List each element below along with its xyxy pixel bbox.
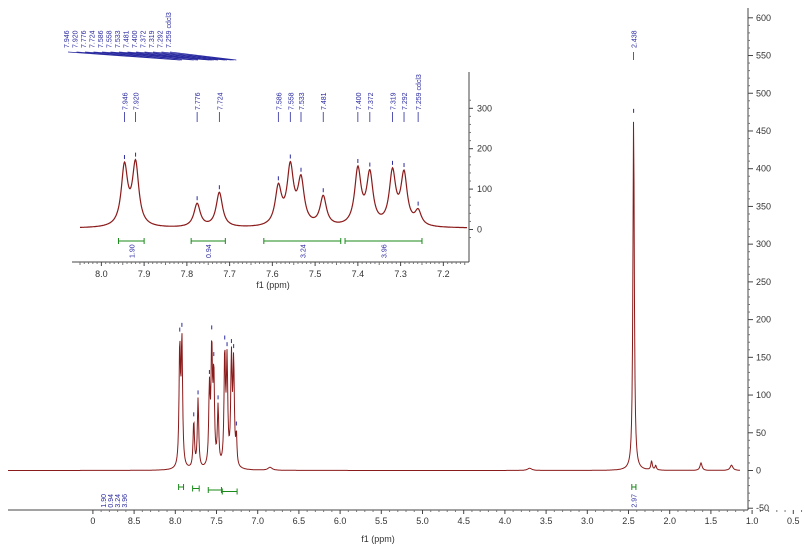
integral-label: 0.94 bbox=[108, 494, 115, 508]
peak-label-leader bbox=[169, 51, 237, 61]
inset-x-tick-label: 7.5 bbox=[309, 269, 322, 279]
x-tick-label: 7.0 bbox=[251, 516, 264, 526]
peak-label-leader bbox=[127, 51, 219, 61]
peak-label: 7.946 bbox=[64, 30, 71, 48]
x-tick-label: 1.5 bbox=[705, 516, 718, 526]
peak-label: 7.319 bbox=[149, 30, 156, 48]
y-tick-label: -50 bbox=[756, 503, 769, 513]
inset-peak-label: 7.558 bbox=[288, 92, 295, 110]
x-tick-label: 3.5 bbox=[540, 516, 553, 526]
x-tick-label: 2.5 bbox=[622, 516, 635, 526]
inset-peak-label: 7.533 bbox=[299, 92, 306, 110]
inset-peak-label: 7.319 bbox=[390, 92, 397, 110]
peak-label-leader bbox=[118, 51, 214, 61]
x-tick-label: 6.5 bbox=[293, 516, 306, 526]
inset-y-tick-label: 300 bbox=[477, 103, 492, 113]
y-tick-label: 200 bbox=[756, 315, 771, 325]
y-tick-label: 100 bbox=[756, 390, 771, 400]
inset-peak-label: 7.400 bbox=[356, 92, 363, 110]
x-tick-label: 7.5 bbox=[210, 516, 223, 526]
peak-label: 7.259 cdcl3 bbox=[166, 12, 173, 48]
inset-peak-label: 7.920 bbox=[134, 92, 141, 110]
peak-label: 7.586 bbox=[98, 30, 105, 48]
inset-integral-label: 3.24 bbox=[300, 244, 307, 258]
peak-label: 7.292 bbox=[158, 30, 165, 48]
x-tick-label: 2.0 bbox=[663, 516, 676, 526]
inset-peak-label: 7.946 bbox=[122, 92, 129, 110]
y-tick-label: 250 bbox=[756, 277, 771, 287]
inset-y-tick-label: 0 bbox=[477, 225, 482, 235]
inset-x-tick-label: 7.3 bbox=[394, 269, 407, 279]
inset-peak-label: 7.586 bbox=[276, 92, 283, 110]
inset-peak-label: 7.776 bbox=[195, 92, 202, 110]
x-tick-label: 0 bbox=[90, 516, 95, 526]
peak-label: 7.372 bbox=[141, 30, 148, 48]
inset-integral-label: 1.90 bbox=[129, 244, 136, 258]
y-tick-label: 500 bbox=[756, 88, 771, 98]
x-tick-label: 0.5 bbox=[787, 516, 800, 526]
integral-label: 2.97 bbox=[632, 494, 639, 508]
inset-x-tick-label: 7.8 bbox=[181, 269, 194, 279]
inset-x-tick-label: 7.4 bbox=[352, 269, 365, 279]
inset-spectrum-trace bbox=[80, 158, 467, 229]
y-tick-label: 350 bbox=[756, 201, 771, 211]
x-tick-label: 6.0 bbox=[334, 516, 347, 526]
y-tick-label: 600 bbox=[756, 13, 771, 23]
peak-label-leader bbox=[76, 51, 182, 61]
inset-integral-label: 0.94 bbox=[206, 244, 213, 258]
inset-integral-label: 3.96 bbox=[382, 244, 389, 258]
y-tick-label: 300 bbox=[756, 239, 771, 249]
inset-y-tick-label: 200 bbox=[477, 144, 492, 154]
peak-label: 7.724 bbox=[90, 30, 97, 48]
integral-label: 3.24 bbox=[115, 494, 122, 508]
peak-label: 7.558 bbox=[107, 30, 114, 48]
x-tick-label: 8.5 bbox=[128, 516, 141, 526]
inset-peak-label: 7.292 bbox=[402, 92, 409, 110]
integral-label: 1.90 bbox=[101, 494, 108, 508]
inset-x-tick-label: 7.9 bbox=[138, 269, 151, 279]
y-tick-label: 0 bbox=[756, 466, 761, 476]
inset-plot: 8.0 7.9 7.8 7.7 7.6 7.5 7.4 7.3 7.2 f1 (ppm) 0 100 2… bbox=[72, 72, 492, 290]
peak-label: 7.533 bbox=[115, 30, 122, 48]
x-axis-title: f1 (ppm) bbox=[361, 534, 395, 544]
peak-label: 7.481 bbox=[124, 30, 131, 48]
peak-label: 7.400 bbox=[132, 30, 139, 48]
inset-y-tick-label: 100 bbox=[477, 184, 492, 194]
inset-x-axis-title: f1 (ppm) bbox=[256, 280, 290, 290]
peak-label: 7.920 bbox=[73, 30, 80, 48]
peak-label: 2.438 bbox=[632, 30, 639, 48]
peak-label-leader bbox=[144, 51, 228, 61]
inset-x-tick-label: 7.7 bbox=[223, 269, 236, 279]
peak-label-leader bbox=[161, 51, 234, 61]
peak-label-leader bbox=[93, 51, 199, 61]
integral-label: 3.96 bbox=[122, 494, 129, 508]
x-tick-label: 3.0 bbox=[581, 516, 594, 526]
x-tick-label: 5.5 bbox=[375, 516, 388, 526]
x-tick-label: 5.0 bbox=[416, 516, 429, 526]
inset-x-tick-label: 7.2 bbox=[437, 269, 450, 279]
x-tick-label: 4.5 bbox=[457, 516, 470, 526]
peak-label: 7.776 bbox=[81, 30, 88, 48]
x-tick-label: 4.0 bbox=[499, 516, 512, 526]
inset-peak-label: 7.259 cdcl3 bbox=[416, 74, 423, 110]
y-tick-label: 550 bbox=[756, 51, 771, 61]
y-tick-label: 50 bbox=[756, 428, 766, 438]
inset-x-tick-label: 7.6 bbox=[266, 269, 279, 279]
x-tick-label: 8.0 bbox=[169, 516, 182, 526]
inset-peak-label: 7.481 bbox=[321, 92, 328, 110]
main-plot: 0 8.5 8.0 7.5 7.0 6.5 6.0 5.5 5.0 4.5 4.0 3.5 3.0 2.5… bbox=[8, 8, 803, 544]
y-tick-label: 450 bbox=[756, 126, 771, 136]
inset-peak-label: 7.724 bbox=[217, 92, 224, 110]
spectrum-trace bbox=[8, 121, 740, 471]
y-tick-label: 150 bbox=[756, 352, 771, 362]
y-tick-label: 400 bbox=[756, 164, 771, 174]
x-tick-label: 1.0 bbox=[746, 516, 759, 526]
inset-x-tick-label: 8.0 bbox=[95, 269, 108, 279]
inset-peak-label: 7.372 bbox=[368, 92, 375, 110]
